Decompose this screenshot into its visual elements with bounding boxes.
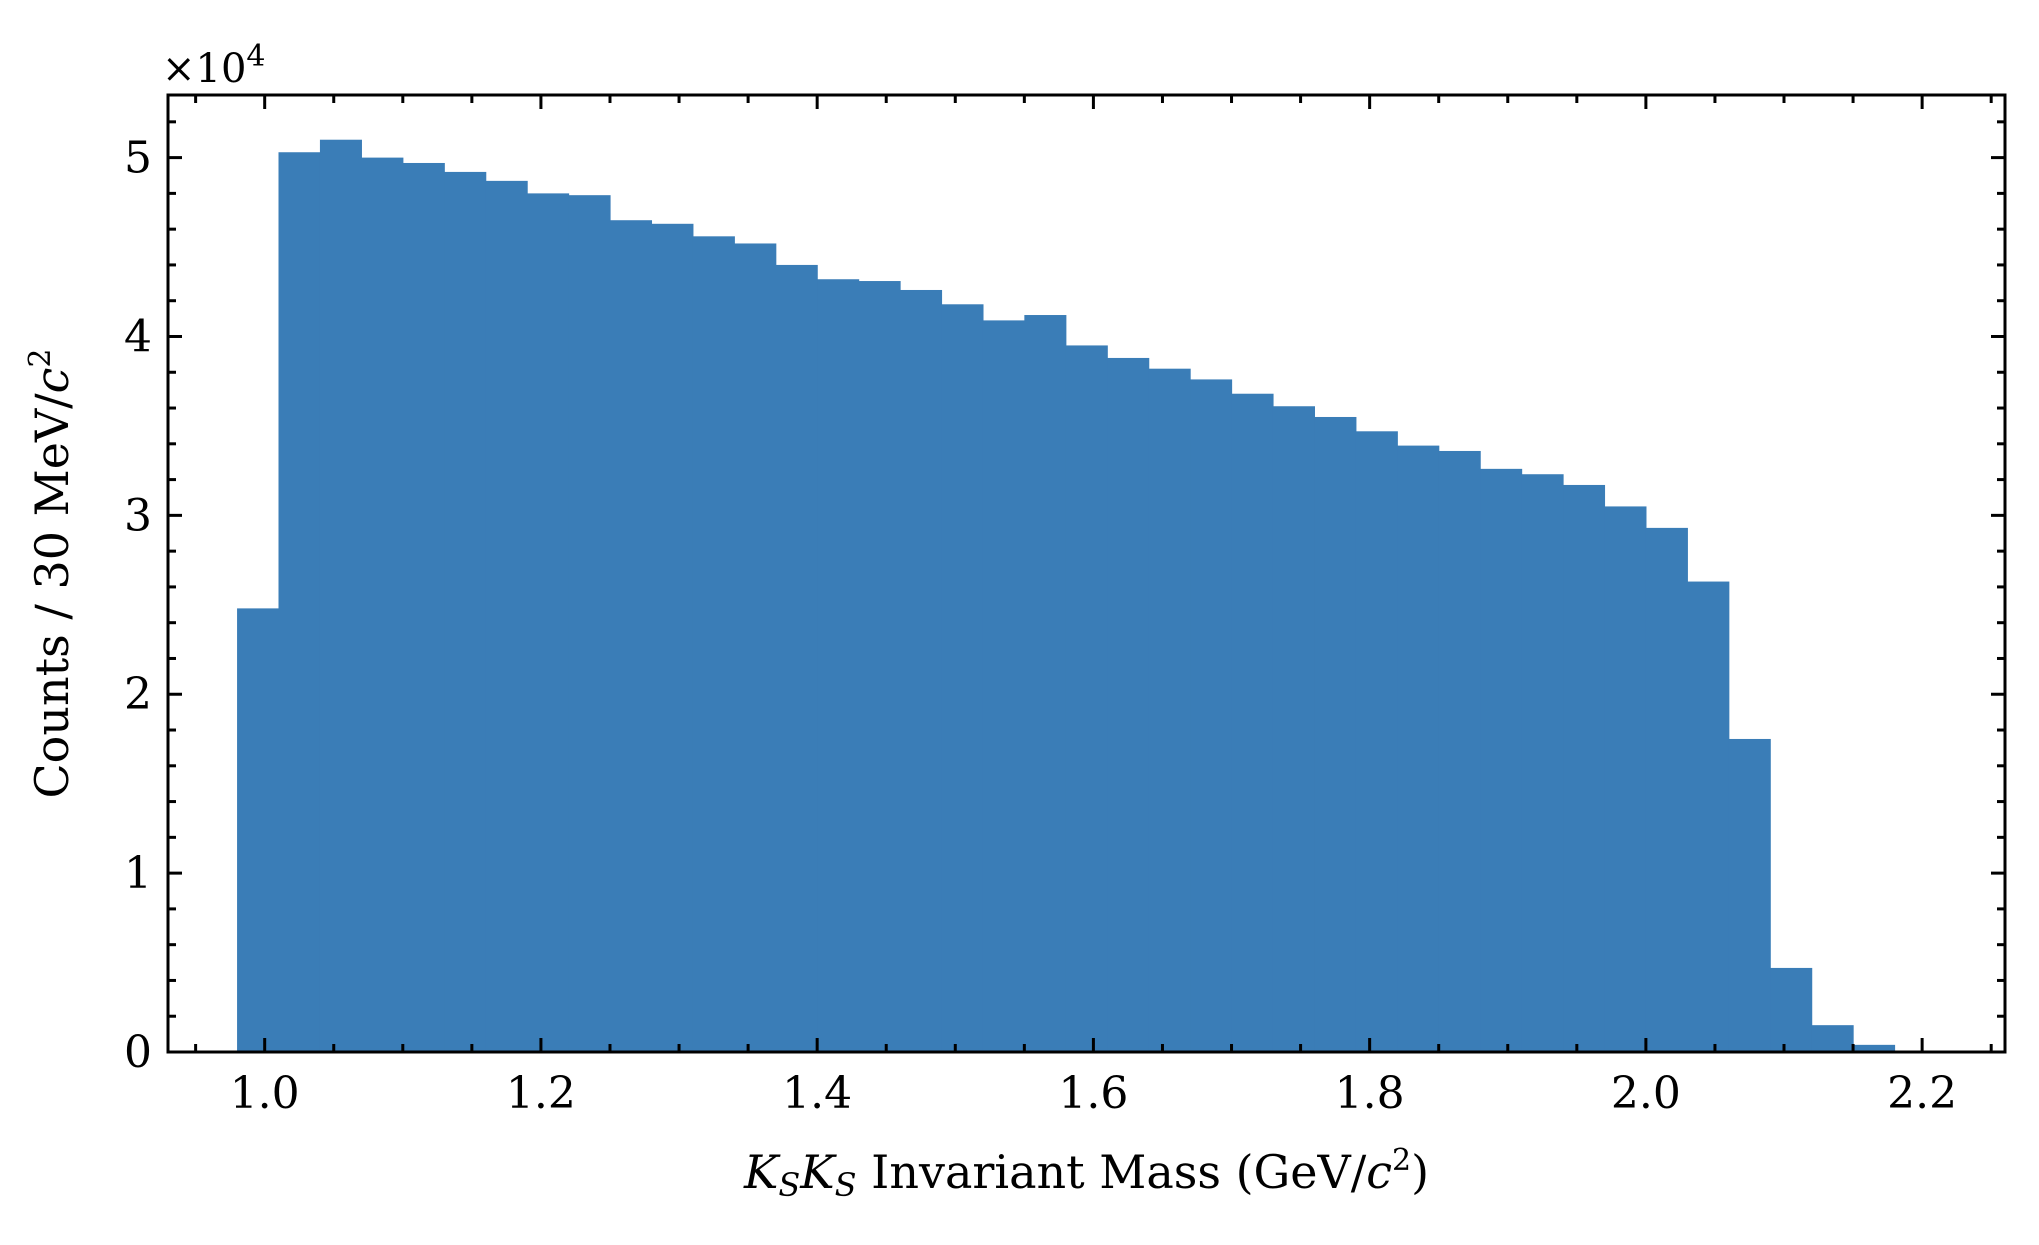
x-label-sup: 2	[1392, 1143, 1411, 1178]
histogram-bar	[1148, 368, 1191, 1053]
tick-labels: 1.0 1.2 1.4 1.6 1.8 2.0 2.2 0 1 2 3 4 5	[124, 133, 1957, 1119]
x-label-k1: K	[743, 1145, 781, 1199]
plot-frame	[166, 93, 2007, 1054]
histogram-bar	[941, 304, 984, 1052]
histogram-bar	[1231, 393, 1274, 1052]
histogram-bar	[444, 171, 487, 1053]
histogram-bar	[775, 264, 818, 1052]
x-tick-label: 1.4	[782, 1068, 852, 1119]
histogram-bar	[900, 289, 943, 1053]
histogram-bar	[527, 193, 570, 1052]
histogram-bar	[1645, 527, 1688, 1052]
histogram-bar	[1853, 1044, 1896, 1052]
histogram-bar	[278, 152, 321, 1053]
histogram-bar	[1687, 581, 1730, 1052]
histogram-bar	[1480, 468, 1523, 1052]
x-label-k2: K	[799, 1145, 837, 1199]
histogram-bar	[1107, 357, 1150, 1052]
y-tick-label: 2	[124, 669, 152, 720]
y-tick-label: 3	[124, 490, 152, 541]
histogram-bar	[692, 236, 735, 1052]
histogram-bar	[1521, 474, 1564, 1053]
histogram-bar	[319, 139, 362, 1053]
y-tick-label: 4	[124, 311, 152, 362]
y-tick-label: 0	[124, 1027, 152, 1078]
histogram-bar	[1355, 431, 1398, 1052]
x-tick-label: 2.0	[1611, 1068, 1681, 1119]
y-label-sup: 2	[23, 348, 58, 367]
y-tick-label: 1	[124, 848, 152, 899]
histogram-bar	[1770, 967, 1813, 1052]
histogram-bar	[237, 608, 280, 1052]
histogram-bar	[485, 180, 528, 1052]
histogram-bar	[1272, 406, 1315, 1052]
histogram-bar	[1728, 738, 1771, 1052]
x-label-sub1: S	[778, 1166, 800, 1204]
x-label-text: Invariant Mass (GeV/	[857, 1145, 1367, 1199]
histogram-bar	[609, 220, 653, 1052]
x-tick-label: 1.6	[1058, 1068, 1128, 1119]
y-label-c: c	[25, 368, 79, 394]
histogram-bar	[1024, 315, 1067, 1052]
histogram-bars	[237, 139, 1896, 1053]
histogram-bar	[1065, 345, 1108, 1052]
histogram-bar	[817, 279, 860, 1052]
histogram-bar	[651, 223, 694, 1052]
y-label-text: Counts / 30 MeV/	[25, 393, 79, 799]
multiplier-base: ×10	[162, 46, 246, 92]
histogram-bar	[1397, 445, 1440, 1052]
x-axis-label: KSKS Invariant Mass (GeV/c2)	[743, 1143, 1429, 1204]
y-axis-label: Counts / 30 MeV/c2	[23, 348, 79, 798]
x-tick-label: 1.0	[230, 1068, 300, 1119]
y-axis-multiplier: ×104	[162, 39, 266, 92]
histogram-bar	[1563, 484, 1606, 1052]
histogram-bar	[568, 195, 611, 1052]
histogram-bar	[982, 320, 1025, 1052]
x-label-close: )	[1411, 1145, 1429, 1199]
histogram-bar	[361, 157, 404, 1052]
x-tick-label: 1.8	[1335, 1068, 1405, 1119]
multiplier-exponent: 4	[246, 39, 265, 74]
histogram-bar	[1604, 506, 1647, 1053]
x-tick-label: 2.2	[1887, 1068, 1957, 1119]
histogram-bar	[1190, 379, 1233, 1052]
x-label-sub2: S	[835, 1166, 857, 1204]
y-tick-label: 5	[124, 133, 152, 184]
histogram-bar	[1314, 416, 1357, 1052]
x-tick-label: 1.2	[506, 1068, 576, 1119]
histogram-bar	[734, 243, 777, 1052]
histogram-bar	[858, 281, 901, 1052]
histogram-bar	[402, 162, 445, 1053]
histogram-bar	[1811, 1025, 1854, 1052]
x-label-c: c	[1366, 1145, 1392, 1199]
histogram-bar	[1438, 450, 1481, 1052]
